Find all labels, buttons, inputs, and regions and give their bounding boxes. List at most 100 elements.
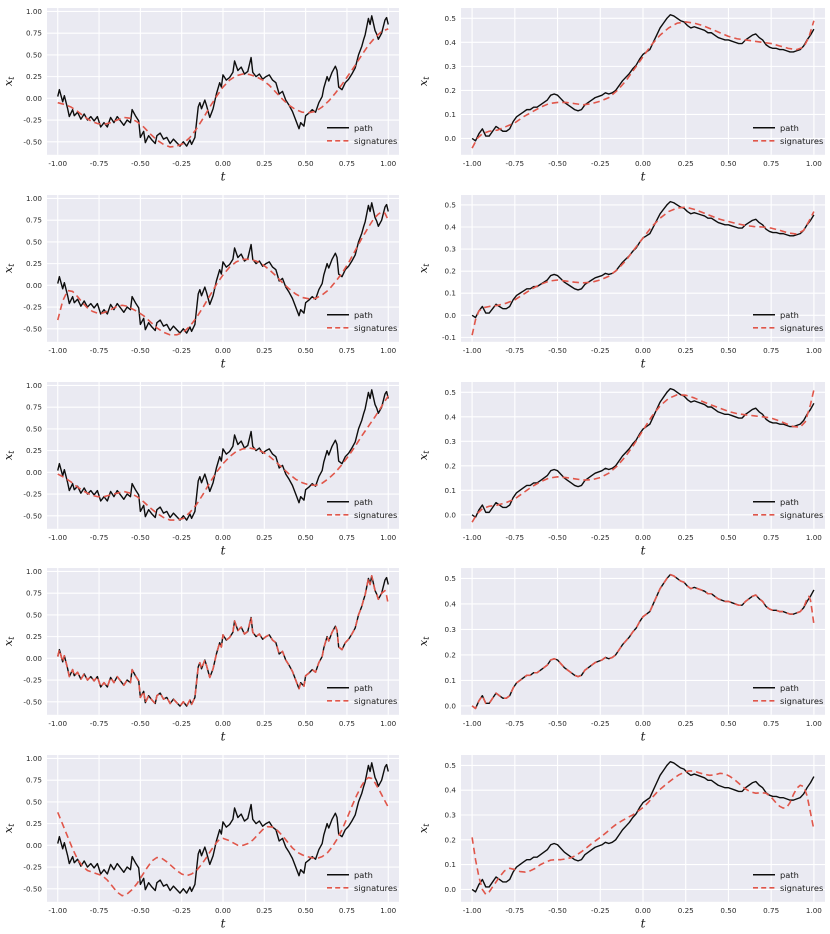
y-tick-label: 0.5 (445, 761, 456, 770)
subplot-svg-row4-right: -1.00 -0.75 -0.50 -0.25 0.00 0.25 0.50 0.75 1.00… (416, 568, 825, 744)
y-tick-label: 0.25 (26, 72, 42, 81)
y-tick-label: 0.50 (26, 237, 42, 246)
signatures-line (56, 210, 389, 336)
x-tick-label: 1.00 (806, 906, 822, 915)
y-tick-label: 0.3 (445, 62, 456, 71)
x-tick-label: -0.50 (548, 532, 567, 541)
y-tick-label: 1.00 (26, 381, 42, 390)
y-tick-label: 0.25 (26, 446, 42, 455)
tick-labels: -1.00 -0.75 -0.50 -0.25 0.00 0.25 0.50 0.75 1.00… (445, 387, 823, 541)
y-tick-label: 0.75 (26, 589, 42, 598)
x-tick-label: 1.00 (380, 159, 396, 168)
y-tick-label: -0.50 (23, 324, 42, 333)
y-axis-label: xt (416, 449, 431, 459)
x-tick-label: 0.50 (720, 906, 736, 915)
gridlines (461, 568, 825, 716)
subplot-svg-row4-left: -1.00 -0.75 -0.50 -0.25 0.00 0.25 0.50 0.75 1.00… (1, 567, 399, 744)
subplot-svg-row1-right: -1.00 -0.75 -0.50 -0.25 0.00 0.25 0.50 0.75 1.00… (416, 7, 825, 183)
gridlines (47, 194, 399, 342)
y-tick-label: 0.50 (26, 798, 42, 807)
y-tick-label: 0.00 (26, 467, 42, 476)
x-tick-label: -0.50 (131, 719, 150, 728)
x-axis-label: t (221, 730, 226, 744)
y-tick-label: 0.25 (26, 819, 42, 828)
y-tick-label: -0.25 (23, 489, 42, 498)
tick-labels: -1.00 -0.75 -0.50 -0.25 0.00 0.25 0.50 0.75 1.00… (23, 567, 396, 728)
y-tick-label: 0.5 (445, 200, 456, 209)
y-tick-label: -0.50 (23, 698, 42, 707)
y-tick-label: 0.4 (445, 786, 457, 795)
y-tick-label: 0.1 (445, 289, 456, 298)
legend: path signatures (327, 123, 397, 146)
legend-signatures-label: signatures (354, 509, 397, 519)
y-tick-label: -0.50 (23, 511, 42, 520)
x-tick-label: -0.50 (548, 159, 567, 168)
x-tick-label: -0.50 (548, 346, 567, 355)
x-tick-label: 1.00 (806, 719, 822, 728)
x-tick-label: -0.75 (90, 346, 109, 355)
y-tick-label: 0.5 (445, 574, 456, 583)
x-tick-label: 0.50 (298, 719, 314, 728)
y-axis-label: xt (1, 823, 16, 833)
y-tick-label: -0.25 (23, 116, 42, 125)
path-line (471, 387, 815, 518)
x-axis-label: t (641, 169, 646, 183)
subplot-svg-row5-right: -1.00 -0.75 -0.50 -0.25 0.00 0.25 0.50 0.75 1.00… (416, 755, 825, 930)
legend-signatures-label: signatures (780, 136, 823, 146)
x-tick-label: -0.50 (131, 532, 150, 541)
x-tick-label: -1.00 (48, 532, 67, 541)
subplot-row3-right: -1.00 -0.75 -0.50 -0.25 0.00 0.25 0.50 0.75 1.00… (415, 374, 830, 561)
subplot-row1-right: -1.00 -0.75 -0.50 -0.25 0.00 0.25 0.50 0.75 1.00… (415, 0, 830, 187)
x-tick-label: 1.00 (806, 532, 822, 541)
legend: path signatures (327, 870, 397, 893)
legend-path-label: path (780, 310, 799, 320)
legend: path signatures (327, 683, 397, 706)
tick-labels: -1.00 -0.75 -0.50 -0.25 0.00 0.25 0.50 0.75 1.00… (445, 761, 823, 915)
x-tick-label: 0.00 (635, 159, 651, 168)
x-tick-label: 0.00 (215, 906, 231, 915)
legend-signatures-label: signatures (780, 883, 823, 893)
tick-labels: -1.00 -0.75 -0.50 -0.25 0.00 0.25 0.50 0.75 1.00… (442, 200, 822, 354)
y-tick-label: -0.25 (23, 676, 42, 685)
legend-signatures-label: signatures (354, 696, 397, 706)
y-tick-label: -0.50 (23, 137, 42, 146)
y-tick-label: 0.4 (445, 412, 457, 421)
x-tick-label: -0.75 (90, 719, 109, 728)
x-tick-label: 0.50 (298, 906, 314, 915)
x-tick-label: -0.25 (591, 159, 610, 168)
x-tick-label: -1.00 (48, 906, 67, 915)
y-axis-label: xt (416, 823, 431, 833)
x-tick-label: 0.25 (256, 719, 272, 728)
subplot-row2-right: -1.00 -0.75 -0.50 -0.25 0.00 0.25 0.50 0.75 1.00… (415, 187, 830, 374)
y-tick-label: 0.1 (445, 676, 456, 685)
y-tick-label: 0.3 (445, 625, 456, 634)
path-line (57, 15, 389, 147)
x-tick-label: 0.75 (339, 532, 355, 541)
legend: path signatures (753, 496, 823, 519)
y-tick-label: -0.1 (442, 333, 456, 342)
x-tick-label: 0.25 (256, 159, 272, 168)
x-tick-label: 0.50 (720, 159, 736, 168)
y-tick-label: 0.0 (445, 311, 457, 320)
x-tick-label: 0.25 (256, 346, 272, 355)
x-tick-label: 0.50 (720, 719, 736, 728)
y-tick-label: 0.00 (26, 94, 42, 103)
signatures-line (471, 770, 815, 896)
subplot-svg-row2-left: -1.00 -0.75 -0.50 -0.25 0.00 0.25 0.50 0.75 1.00… (1, 194, 399, 370)
y-axis-label: xt (1, 263, 16, 273)
gridlines (461, 7, 825, 155)
subplot-svg-row3-right: -1.00 -0.75 -0.50 -0.25 0.00 0.25 0.50 0.75 1.00… (416, 381, 825, 557)
legend-path-label: path (354, 683, 373, 693)
path-line (471, 761, 815, 893)
x-tick-label: 0.75 (763, 346, 779, 355)
x-axis-label: t (641, 730, 646, 744)
x-tick-label: 0.75 (339, 346, 355, 355)
x-tick-label: 0.00 (215, 159, 231, 168)
x-tick-label: 0.00 (635, 906, 651, 915)
x-tick-label: 0.50 (298, 346, 314, 355)
x-tick-label: -0.25 (172, 719, 191, 728)
path-line (57, 388, 389, 521)
x-tick-label: -0.50 (131, 346, 150, 355)
x-axis-label: t (221, 916, 226, 930)
x-tick-label: 0.25 (678, 906, 694, 915)
